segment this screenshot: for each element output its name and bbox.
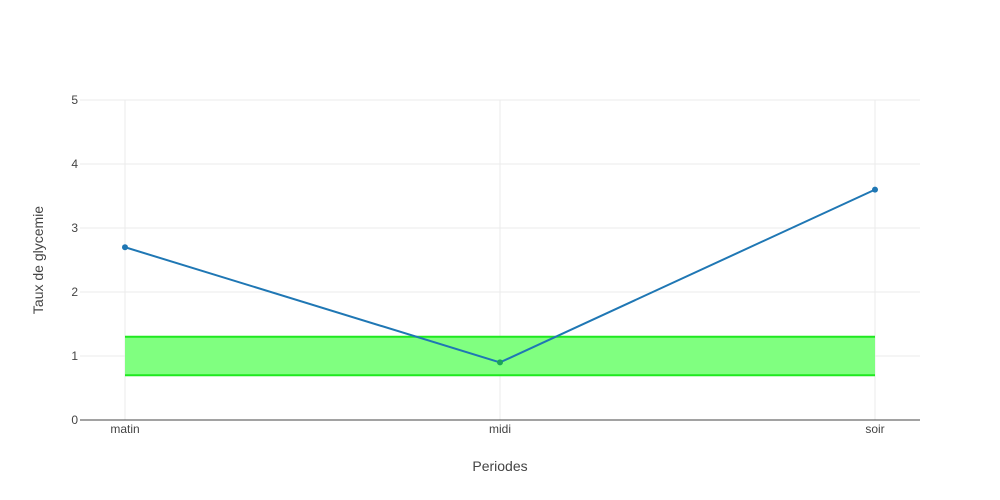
x-tick-label: matin bbox=[110, 422, 139, 436]
x-axis-title: Periodes bbox=[472, 458, 527, 474]
y-axis-title: Taux de glycemie bbox=[30, 206, 46, 314]
y-tick-label: 0 bbox=[71, 413, 78, 427]
target-band bbox=[125, 335, 875, 377]
y-tick-label: 4 bbox=[71, 157, 78, 171]
y-tick-label: 5 bbox=[71, 93, 78, 107]
target-band-fill bbox=[125, 336, 875, 376]
y-tick-label: 2 bbox=[71, 285, 78, 299]
series-layer bbox=[122, 186, 878, 366]
x-tick-label: midi bbox=[489, 422, 511, 436]
y-tick-label: 1 bbox=[71, 349, 78, 363]
y-tick-label: 3 bbox=[71, 221, 78, 235]
tick-labels: 0 1 2 3 4 5 matin midi soir bbox=[71, 93, 884, 436]
series-point bbox=[122, 244, 128, 251]
series-point bbox=[872, 186, 878, 193]
series-point bbox=[497, 359, 503, 366]
x-tick-label: soir bbox=[865, 422, 884, 436]
